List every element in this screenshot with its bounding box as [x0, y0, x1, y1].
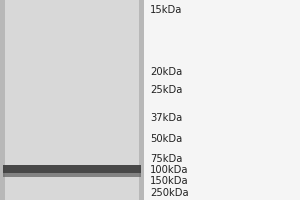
Bar — [3, 165, 141, 173]
Bar — [3, 173, 141, 177]
Text: 50kDa: 50kDa — [150, 134, 182, 144]
Text: 37kDa: 37kDa — [150, 113, 182, 123]
Text: 100kDa: 100kDa — [150, 165, 188, 175]
Text: 20kDa: 20kDa — [150, 67, 182, 77]
Text: 15kDa: 15kDa — [150, 5, 182, 15]
Bar — [0, 0, 144, 200]
Bar — [139, 0, 144, 200]
Text: 250kDa: 250kDa — [150, 188, 189, 198]
Bar — [0, 0, 5, 200]
Text: 150kDa: 150kDa — [150, 176, 189, 186]
Text: 25kDa: 25kDa — [150, 85, 182, 95]
Text: 75kDa: 75kDa — [150, 154, 182, 164]
